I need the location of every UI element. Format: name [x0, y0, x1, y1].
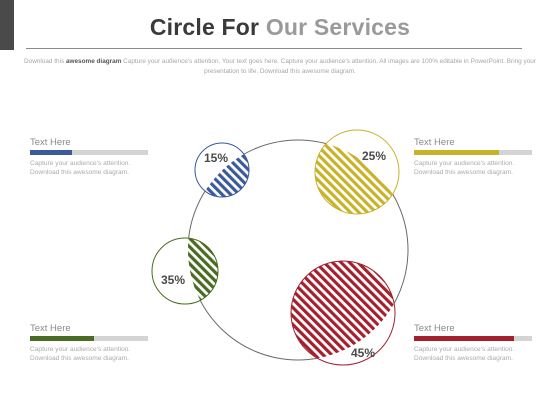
- percent-label-25: 25%: [362, 149, 386, 163]
- callout-line-2: Download this awesome diagram.: [30, 354, 129, 362]
- callout-body: Capture your audience's attention. Downl…: [30, 346, 148, 363]
- callout-top-right: Text Here Capture your audience's attent…: [414, 137, 532, 177]
- title-divider: [26, 48, 522, 49]
- percent-label-35: 35%: [161, 273, 185, 287]
- callout-line-1: Capture your audience's attention.: [30, 346, 131, 353]
- callout-bottom-right: Text Here Capture your audience's attent…: [414, 323, 532, 363]
- segment-blue-15: 15%: [194, 142, 250, 198]
- segment-yellow-ring: [314, 129, 400, 215]
- callout-heading: Text Here: [414, 323, 455, 334]
- title-part-2: Our Services: [265, 14, 411, 40]
- callout-heading: Text Here: [30, 137, 71, 148]
- segment-blue-ring: [194, 142, 250, 198]
- page-title: Circle For Our Services: [0, 14, 560, 41]
- corner-tab: [0, 0, 14, 50]
- title-part-1: Circle For: [149, 14, 260, 40]
- callout-body: Capture your audience's attention. Downl…: [30, 160, 148, 177]
- callout-heading: Text Here: [414, 137, 455, 148]
- segment-yellow-25: 25%: [314, 129, 400, 215]
- segment-green-ring: [151, 237, 219, 305]
- callout-line-2: Download this awesome diagram.: [414, 354, 513, 362]
- callout-bar-fill: [414, 336, 515, 341]
- callout-line-2: Download this awesome diagram.: [30, 168, 129, 176]
- subtitle-text: Download this awesome diagram Capture yo…: [10, 57, 550, 77]
- percent-label-15: 15%: [204, 151, 228, 165]
- callout-line-1: Capture your audience's attention.: [414, 160, 515, 167]
- segment-red-45: 45%: [290, 260, 396, 366]
- callout-line-1: Capture your audience's attention.: [414, 346, 515, 353]
- segment-red-ring: [290, 260, 396, 366]
- callout-bottom-left: Text Here Capture your audience's attent…: [30, 323, 148, 363]
- segment-green-hatch: [188, 238, 218, 304]
- subtitle-highlight: awesome diagram: [65, 58, 122, 65]
- subtitle-lead: Download this: [24, 58, 66, 65]
- callout-body: Capture your audience's attention. Downl…: [414, 346, 532, 363]
- callout-line-2: Download this awesome diagram.: [414, 168, 513, 176]
- subtitle-rest: Capture your audience's attention. Your …: [121, 58, 536, 75]
- segment-green-35: 35%: [151, 237, 219, 305]
- callout-body: Capture your audience's attention. Downl…: [414, 160, 532, 177]
- callout-bar-track: [414, 336, 532, 341]
- callout-top-left: Text Here Capture your audience's attent…: [30, 137, 148, 177]
- callout-line-1: Capture your audience's attention.: [30, 160, 131, 167]
- callout-heading: Text Here: [30, 323, 71, 334]
- callout-bar-fill: [30, 150, 73, 155]
- percent-label-45: 45%: [351, 346, 375, 360]
- callout-bar-track: [30, 150, 148, 155]
- callout-bar-fill: [30, 336, 94, 341]
- callout-bar-track: [414, 150, 532, 155]
- callout-bar-track: [30, 336, 148, 341]
- callout-bar-fill: [414, 150, 499, 155]
